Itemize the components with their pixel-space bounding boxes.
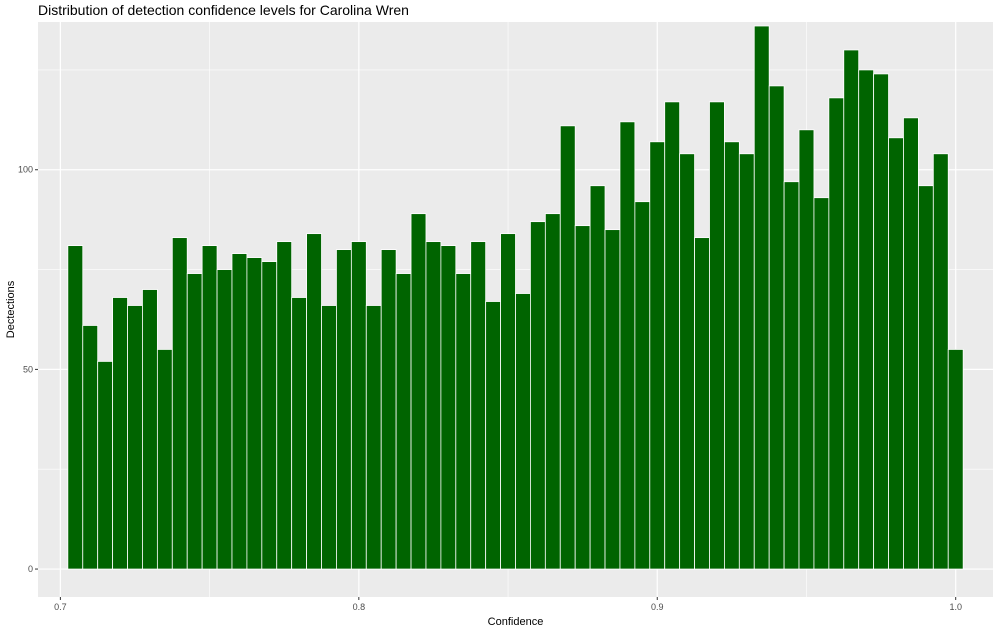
histogram-bar: [350, 241, 367, 570]
histogram-bar: [858, 69, 875, 570]
histogram-bar: [574, 225, 591, 570]
histogram-bar: [813, 197, 830, 570]
histogram-bar: [783, 181, 800, 570]
histogram-bar: [485, 301, 501, 570]
histogram-bar: [544, 213, 561, 570]
histogram-bar: [440, 245, 457, 570]
histogram-bar: [515, 293, 531, 570]
histogram-bar: [634, 201, 651, 570]
histogram-bar: [246, 257, 263, 570]
histogram-bar: [201, 245, 218, 570]
x-axis: 0.7 0.8 0.9 1.0: [54, 597, 962, 612]
histogram-bar: [425, 241, 442, 570]
histogram-bar: [709, 101, 725, 570]
histogram-bar: [768, 85, 785, 570]
x-tick-label: 0.9: [651, 602, 664, 612]
y-tick-label: 100: [18, 165, 33, 175]
histogram-bar: [470, 241, 487, 570]
histogram-bar: [156, 349, 173, 570]
histogram-bar: [306, 233, 322, 570]
histogram-bar: [336, 249, 352, 570]
histogram-bar: [888, 137, 904, 570]
histogram-bar: [112, 297, 128, 570]
histogram-bar: [738, 153, 755, 570]
histogram-bar: [365, 305, 382, 570]
histogram-bar: [873, 73, 889, 570]
histogram-bar: [589, 185, 606, 570]
histogram-bar: [410, 213, 427, 570]
histogram-bar: [843, 49, 860, 570]
y-axis-title: Dectections: [5, 280, 17, 338]
y-tick-label: 50: [23, 364, 33, 374]
histogram-bar: [171, 237, 188, 570]
histogram-bar: [276, 241, 293, 570]
y-axis: 0 50 100: [18, 165, 38, 574]
histogram-bar: [903, 117, 919, 570]
histogram-bar: [694, 237, 710, 570]
y-tick-label: 0: [28, 564, 33, 574]
histogram-bar: [828, 97, 845, 570]
histogram-bar: [724, 141, 740, 570]
histogram-bar: [679, 153, 695, 570]
histogram-bar: [82, 325, 99, 570]
histogram-bar: [67, 245, 84, 570]
histogram-bar: [500, 233, 516, 570]
histogram-bar: [604, 229, 621, 570]
histogram-bar: [186, 273, 203, 570]
x-axis-title: Confidence: [488, 616, 544, 628]
histogram-bar: [142, 289, 158, 570]
chart-title: Distribution of detection confidence lev…: [38, 2, 409, 18]
histogram-bar: [97, 361, 114, 570]
histogram-bar: [216, 269, 233, 570]
histogram-bar: [455, 273, 472, 570]
histogram-bar: [395, 273, 412, 570]
histogram-bars: [67, 25, 964, 570]
histogram-bar: [947, 349, 964, 570]
histogram-bar: [530, 221, 546, 570]
histogram-bar: [261, 261, 278, 570]
x-tick-label: 0.7: [54, 602, 67, 612]
histogram-bar: [917, 185, 934, 570]
histogram-bar: [127, 305, 143, 570]
histogram-bar: [798, 129, 815, 570]
histogram-bar: [664, 101, 681, 570]
histogram-bar: [649, 141, 666, 570]
histogram-bar: [380, 249, 397, 570]
histogram-bar: [321, 305, 337, 570]
x-tick-label: 0.8: [353, 602, 366, 612]
histogram-bar: [619, 121, 636, 570]
x-tick-label: 1.0: [949, 602, 962, 612]
histogram-bar: [559, 125, 576, 570]
histogram-bar: [291, 297, 307, 570]
histogram-bar: [932, 153, 949, 570]
histogram-bar: [753, 25, 770, 570]
histogram-bar: [231, 253, 248, 570]
